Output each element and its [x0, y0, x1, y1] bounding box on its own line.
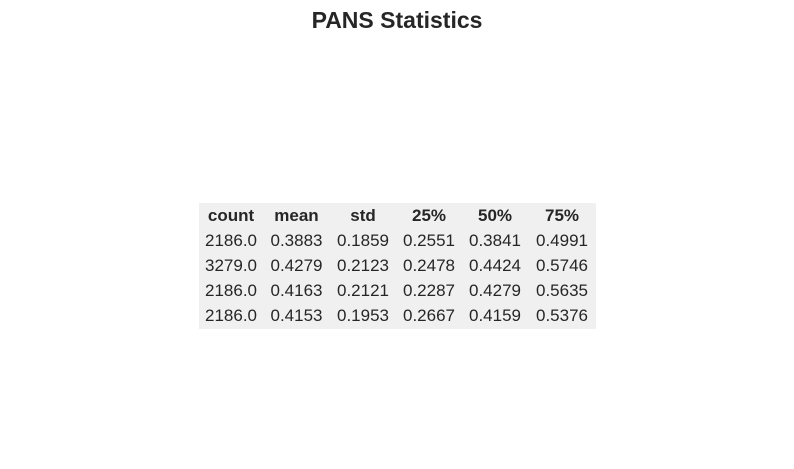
- table-cell: 0.1859: [337, 231, 389, 250]
- table-cell: 0.2287: [403, 281, 455, 300]
- stats-table: count mean std 25% 50% 75% 2186.0 0.3883…: [199, 203, 596, 328]
- table-cell: 0.4424: [469, 256, 521, 275]
- table-row: 2186.0 0.4163 0.2121 0.2287 0.4279 0.563…: [199, 278, 596, 303]
- column-header-50pct: 50%: [477, 206, 513, 225]
- table-cell: 0.4163: [270, 281, 323, 300]
- table-cell: 0.5635: [536, 281, 588, 300]
- table-cell: 0.4153: [270, 306, 323, 325]
- table-cell: 3279.0: [205, 256, 257, 275]
- table-cell: 0.4279: [469, 281, 521, 300]
- table-row: 3279.0 0.4279 0.2123 0.2478 0.4424 0.574…: [199, 253, 596, 278]
- table-cell: 2186.0: [205, 306, 257, 325]
- table-cell: 0.4159: [469, 306, 521, 325]
- table-cell: 0.4991: [536, 231, 588, 250]
- table-row: 2186.0 0.4153 0.1953 0.2667 0.4159 0.537…: [199, 303, 596, 328]
- column-header-mean: mean: [274, 206, 319, 225]
- table-cell: 0.2667: [403, 306, 455, 325]
- table-cell: 0.4279: [270, 256, 323, 275]
- table-cell: 2186.0: [205, 231, 257, 250]
- column-header-75pct: 75%: [544, 206, 580, 225]
- table-cell: 0.2551: [403, 231, 455, 250]
- table-cell: 0.2123: [337, 256, 389, 275]
- table-cell: 0.1953: [337, 306, 389, 325]
- column-header-25pct: 25%: [411, 206, 447, 225]
- table-cell: 2186.0: [205, 281, 257, 300]
- table-cell: 0.3841: [469, 231, 521, 250]
- table-row: 2186.0 0.3883 0.1859 0.2551 0.3841 0.499…: [199, 228, 596, 253]
- table-header-row: count mean std 25% 50% 75%: [199, 203, 596, 228]
- column-header-count: count: [207, 206, 255, 225]
- table-cell: 0.3883: [270, 231, 323, 250]
- stats-table-container: count mean std 25% 50% 75% 2186.0 0.3883…: [199, 203, 596, 329]
- table-cell: 0.5376: [536, 306, 588, 325]
- column-header-std: std: [350, 206, 376, 225]
- table-cell: 0.2478: [403, 256, 455, 275]
- chart-title: PANS Statistics: [311, 7, 483, 33]
- table-cell: 0.5746: [536, 256, 588, 275]
- table-cell: 0.2121: [337, 281, 389, 300]
